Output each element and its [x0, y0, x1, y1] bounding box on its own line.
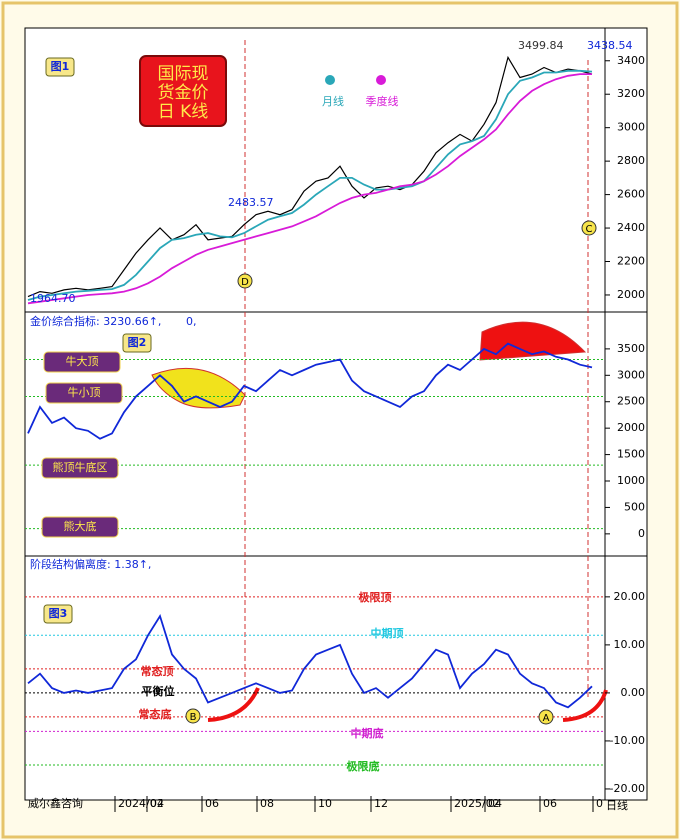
panel-header: 金价综合指标: 3230.66↑,	[30, 314, 161, 328]
highlight-area	[479, 321, 587, 361]
x-tick-label: 12	[374, 797, 388, 810]
x-tick-label: 08	[260, 797, 274, 810]
y-tick-label: -10.00	[610, 734, 645, 747]
event-marker-label: A	[543, 713, 550, 724]
y-tick-label: 2000	[617, 288, 645, 301]
period: 日线	[606, 798, 628, 812]
level-button	[41, 516, 119, 538]
y-tick-label: 2200	[617, 255, 645, 268]
event-marker	[538, 709, 554, 725]
y-tick-label: 1000	[617, 474, 645, 487]
y-tick-label: 3000	[617, 121, 645, 134]
y-tick-label: -20.00	[610, 782, 645, 795]
y-tick-label: 1500	[617, 448, 645, 461]
panel-header: 0,	[186, 315, 197, 328]
y-tick-label: 0	[638, 527, 645, 540]
level-label: 极限底	[347, 759, 380, 773]
annotation: 2483.57	[228, 196, 274, 209]
level-button	[43, 351, 121, 373]
x-tick-label: 2025/02	[454, 797, 500, 810]
y-tick-label: 2400	[617, 221, 645, 234]
panel-label-box	[45, 57, 75, 77]
x-tick-label: 10	[318, 797, 332, 810]
x-tick-label: 04	[488, 797, 502, 810]
level-label: 中期底	[351, 726, 384, 740]
y-tick-label: 20.00	[614, 590, 646, 603]
plot-frame	[24, 27, 648, 801]
x-tick-label: 06	[543, 797, 557, 810]
level-label: 常态顶	[141, 664, 174, 678]
y-tick-label: 10.00	[614, 638, 646, 651]
legend-label: 季度线	[366, 94, 399, 108]
highlight-area	[151, 367, 246, 409]
legend-label: 月线	[322, 94, 344, 108]
annotation: 1964.70	[30, 292, 76, 305]
title-line: 日 K线	[158, 102, 209, 122]
x-tick-label: 04	[150, 797, 164, 810]
y-tick-label: 3400	[617, 54, 645, 67]
brand: 威尔鑫咨询	[28, 796, 83, 810]
panel-label-box	[43, 604, 73, 624]
y-tick-label: 500	[624, 500, 645, 513]
panel-header: 阶段结构偏离度: 1.38↑,	[30, 557, 151, 571]
x-tick-label: 0	[596, 797, 603, 810]
level-button-label: 熊顶牛底区	[53, 460, 108, 474]
level-label: 中期顶	[371, 626, 404, 640]
level-label: 平衡位	[142, 684, 175, 698]
series-line	[27, 613, 593, 709]
level-button	[41, 457, 119, 479]
event-marker-label: C	[586, 224, 593, 235]
event-marker	[581, 220, 597, 236]
series-line	[27, 342, 593, 440]
level-label: 常态底	[139, 707, 172, 721]
title-line: 货金价	[158, 83, 209, 103]
level-button-label: 熊大底	[64, 519, 97, 533]
bottom-curve	[562, 689, 608, 722]
level-button-label: 牛小顶	[68, 385, 101, 399]
y-tick-label: 3500	[617, 342, 645, 355]
legend-swatch	[376, 75, 386, 85]
x-tick-label: 2024/02	[118, 797, 164, 810]
y-tick-label: 2800	[617, 154, 645, 167]
event-marker-label: D	[241, 277, 249, 288]
level-button	[45, 382, 123, 404]
event-marker	[237, 273, 253, 289]
series-line	[27, 55, 593, 298]
y-tick-label: 2500	[617, 395, 645, 408]
event-marker-label: B	[190, 712, 197, 723]
y-tick-label: 2600	[617, 188, 645, 201]
annotation: 3499.84	[518, 39, 564, 52]
level-button-label: 牛大顶	[66, 354, 99, 368]
title-line: 国际现	[158, 64, 209, 84]
panel-label-box	[122, 333, 152, 353]
bottom-curve	[207, 687, 260, 722]
series-line	[27, 73, 592, 305]
y-tick-label: 2000	[617, 421, 645, 434]
series-line	[27, 69, 593, 301]
title-box	[139, 55, 227, 127]
panel-label: 图1	[51, 60, 70, 73]
y-tick-label: 3000	[617, 368, 645, 381]
panel-label: 图3	[49, 607, 68, 620]
panel-label: 图2	[128, 336, 147, 349]
y-tick-label: 3200	[617, 87, 645, 100]
event-marker	[185, 708, 201, 724]
y-tick-label: 0.00	[621, 686, 646, 699]
annotation: 3438.54	[587, 39, 633, 52]
legend-swatch	[325, 75, 335, 85]
x-tick-label: 06	[205, 797, 219, 810]
level-label: 极限顶	[359, 590, 392, 604]
